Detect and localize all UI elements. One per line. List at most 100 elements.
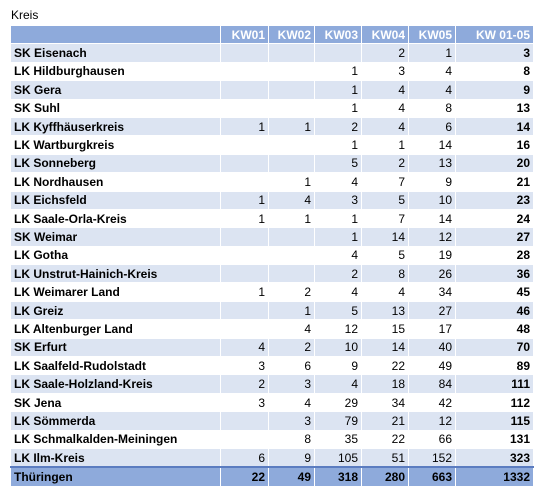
kw04-value: 51 (361, 447, 409, 468)
kw02-value: 3 (268, 374, 315, 394)
kw05-value: 1 (408, 43, 456, 63)
header-kw03: KW03 (314, 24, 362, 45)
table-row: LK Altenburger Land 4 12 15 17 48 (10, 319, 534, 339)
kw05-value: 12 (408, 411, 456, 431)
kw04-value: 14 (361, 227, 409, 247)
region-name: LK Ilm-Kreis (10, 447, 221, 468)
kw03-value: 4 (314, 245, 362, 266)
kw03-value: 1 (314, 80, 362, 100)
kw05-value: 84 (408, 374, 456, 394)
kw05-value: 26 (408, 264, 456, 284)
table-row: LK Saalfeld-Rudolstadt 3 6 9 22 49 89 (10, 356, 534, 376)
region-name: SK Suhl (10, 98, 221, 118)
kw01-value (220, 43, 269, 63)
kw04-value: 7 (361, 208, 409, 229)
kw01-value: 6 (220, 447, 269, 468)
region-name: LK Sömmerda (10, 411, 221, 431)
total-value: 8 (455, 61, 534, 82)
kw04-value: 21 (361, 411, 409, 431)
total-value: 45 (455, 282, 534, 302)
kw03-value: 105 (314, 447, 362, 468)
kw05-value: 40 (408, 337, 456, 358)
kw01-value (220, 61, 269, 82)
kw01-value: 3 (220, 356, 269, 376)
region-name: SK Weimar (10, 227, 221, 247)
kw04-value: 4 (361, 116, 409, 137)
kw05-value: 34 (408, 282, 456, 302)
kw02-value (268, 135, 315, 155)
total-value: 131 (455, 429, 534, 449)
total-kw01: 22 (220, 466, 269, 487)
total-row: Thüringen 22 49 318 280 663 1332 (10, 466, 534, 487)
kw02-value (268, 153, 315, 174)
kw02-value: 2 (268, 337, 315, 358)
kw04-value: 7 (361, 172, 409, 192)
kw01-value: 1 (220, 282, 269, 302)
kw04-value: 18 (361, 374, 409, 394)
kw01-value: 3 (220, 392, 269, 413)
table-row: SK Suhl 1 4 8 13 (10, 98, 534, 118)
table-row: LK Ilm-Kreis 6 9 105 51 152 323 (10, 447, 534, 468)
kw05-value: 10 (408, 190, 456, 210)
kw03-value: 2 (314, 116, 362, 137)
region-name: LK Weimarer Land (10, 282, 221, 302)
region-name: LK Schmalkalden-Meiningen (10, 429, 221, 449)
total-sum: 1332 (455, 466, 534, 487)
table-row: SK Jena 3 4 29 34 42 112 (10, 392, 534, 413)
kw05-value: 17 (408, 319, 456, 339)
table-row: LK Schmalkalden-Meiningen 8 35 22 66 131 (10, 429, 534, 449)
region-name: LK Gotha (10, 245, 221, 266)
total-kw03: 318 (314, 466, 362, 487)
kw05-value: 27 (408, 300, 456, 321)
kw03-value: 4 (314, 172, 362, 192)
kw01-value (220, 411, 269, 431)
kw01-value: 2 (220, 374, 269, 394)
total-kw04: 280 (361, 466, 409, 487)
region-name: LK Altenburger Land (10, 319, 221, 339)
kw02-value: 4 (268, 319, 315, 339)
total-value: 14 (455, 116, 534, 137)
kw01-value: 1 (220, 208, 269, 229)
total-value: 115 (455, 411, 534, 431)
kw05-value: 42 (408, 392, 456, 413)
total-kw05: 663 (408, 466, 456, 487)
kw02-value (268, 43, 315, 63)
kw03-value: 1 (314, 61, 362, 82)
kw05-value: 8 (408, 98, 456, 118)
kw02-value (268, 61, 315, 82)
kw04-value: 3 (361, 61, 409, 82)
table-row: LK Weimarer Land 1 2 4 4 34 45 (10, 282, 534, 302)
kw01-value (220, 172, 269, 192)
kw03-value: 1 (314, 98, 362, 118)
kw03-value: 29 (314, 392, 362, 413)
table-row: SK Eisenach 2 1 3 (10, 43, 534, 63)
region-name: LK Nordhausen (10, 172, 221, 192)
total-label: Thüringen (10, 466, 221, 487)
kw02-value: 4 (268, 190, 315, 210)
region-name: SK Jena (10, 392, 221, 413)
kw01-value (220, 300, 269, 321)
table-row: LK Saale-Orla-Kreis 1 1 1 7 14 24 (10, 208, 534, 229)
total-value: 70 (455, 337, 534, 358)
region-name: LK Hildburghausen (10, 61, 221, 82)
total-value: 21 (455, 172, 534, 192)
total-value: 323 (455, 447, 534, 468)
kw01-value (220, 429, 269, 449)
table-caption: Kreis (11, 8, 39, 22)
kw03-value: 3 (314, 190, 362, 210)
total-value: 46 (455, 300, 534, 321)
kw05-value: 14 (408, 208, 456, 229)
table-row: LK Gotha 4 5 19 28 (10, 245, 534, 266)
kw05-value: 9 (408, 172, 456, 192)
kw01-value (220, 135, 269, 155)
kw04-value: 22 (361, 356, 409, 376)
kw01-value (220, 98, 269, 118)
table-row: LK Saale-Holzland-Kreis 2 3 4 18 84 111 (10, 374, 534, 394)
kw05-value: 152 (408, 447, 456, 468)
table-row: LK Sömmerda 3 79 21 12 115 (10, 411, 534, 431)
kw05-value: 4 (408, 80, 456, 100)
table-row: SK Erfurt 4 2 10 14 40 70 (10, 337, 534, 358)
kw01-value (220, 153, 269, 174)
kw05-value: 12 (408, 227, 456, 247)
header-kw05: KW05 (408, 24, 456, 45)
